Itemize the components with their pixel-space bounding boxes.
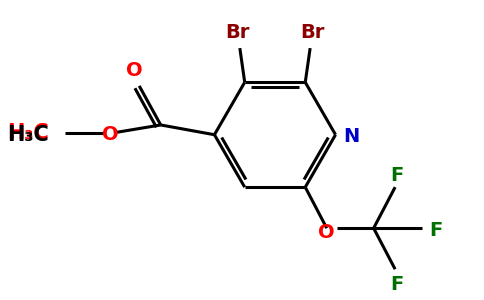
Text: F: F (429, 221, 443, 240)
Text: F: F (391, 275, 404, 294)
Text: N: N (343, 127, 360, 146)
Text: H₃C: H₃C (7, 125, 48, 145)
Text: O: O (102, 125, 118, 144)
Text: O: O (318, 223, 335, 242)
Text: H₃C: H₃C (7, 123, 48, 143)
Text: O: O (126, 61, 143, 80)
Text: Br: Br (300, 23, 324, 42)
Text: Br: Br (226, 23, 250, 42)
Text: F: F (391, 166, 404, 185)
